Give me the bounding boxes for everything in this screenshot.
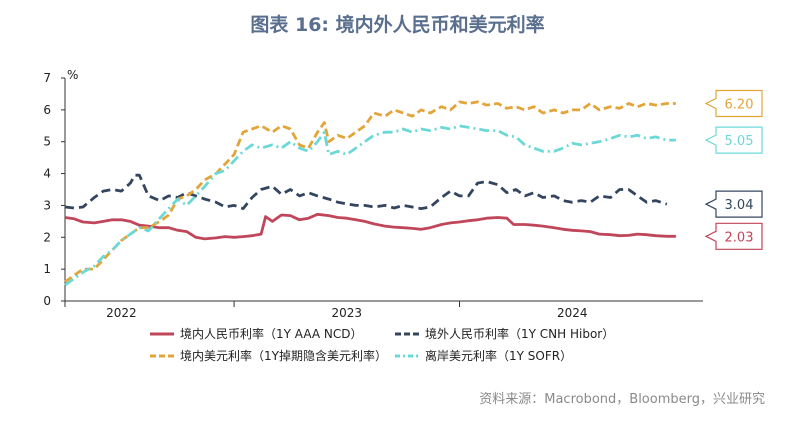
- y-tick-label: 1: [43, 262, 51, 276]
- x-tick-label: 2023: [332, 306, 363, 320]
- legend-label: 境外人民币利率（1Y CNH Hibor）: [425, 326, 614, 341]
- y-tick-label: 5: [43, 135, 51, 149]
- y-tick-label: 3: [43, 198, 51, 212]
- callout-box: [704, 190, 763, 218]
- legend-item: 境内人民币利率（1Y AAA NCD）: [150, 326, 363, 341]
- callout-box: [704, 126, 763, 154]
- callout-value: 3.04: [725, 198, 754, 213]
- callout-value: 5.05: [725, 134, 754, 149]
- end-value-callout: 3.04: [704, 190, 763, 218]
- series-line: [64, 100, 676, 284]
- series-line: [64, 173, 668, 210]
- end-value-callouts: 2.03 3.04 6.20 5.05: [704, 89, 763, 250]
- end-value-callout: 2.03: [704, 222, 763, 250]
- legend-label: 离岸美元利率（1Y SOFR）: [425, 348, 572, 363]
- y-tick-label: 7: [43, 71, 51, 85]
- callout-value: 6.20: [725, 97, 754, 112]
- legend-item: 境内美元利率（1Y掉期隐含美元利率）: [150, 348, 387, 363]
- legend-label: 境内美元利率（1Y掉期隐含美元利率）: [180, 348, 387, 363]
- chart-axes: 0 1 2 3 4 5 6 7 % 2022 2023 2024: [43, 68, 703, 320]
- callout-value: 2.03: [725, 230, 754, 245]
- y-tick-label: 4: [43, 167, 51, 181]
- x-tick-label: 2024: [557, 306, 588, 320]
- end-value-callout: 6.20: [704, 89, 763, 118]
- chart-title: 图表 16: 境内外人民币和美元利率: [250, 14, 545, 36]
- series-lines: [64, 100, 676, 287]
- callout-box: [704, 89, 763, 118]
- chart-legend: 境内人民币利率（1Y AAA NCD） 境外人民币利率（1Y CNH Hibor）…: [150, 326, 614, 363]
- y-tick-label: 0: [43, 294, 51, 308]
- y-axis-unit: %: [67, 68, 78, 82]
- legend-label: 境内人民币利率（1Y AAA NCD）: [180, 326, 363, 341]
- series-line: [64, 212, 676, 241]
- y-tick-label: 2: [43, 230, 51, 244]
- legend-item: 境外人民币利率（1Y CNH Hibor）: [395, 326, 614, 341]
- x-tick-label: 2022: [106, 306, 137, 320]
- series-line: [64, 124, 676, 287]
- source-note: 资料来源：Macrobond，Bloomberg，兴业研究: [479, 392, 765, 407]
- callout-box: [704, 222, 763, 250]
- y-tick-label: 6: [43, 103, 51, 117]
- end-value-callout: 5.05: [704, 126, 763, 154]
- legend-item: 离岸美元利率（1Y SOFR）: [395, 348, 572, 363]
